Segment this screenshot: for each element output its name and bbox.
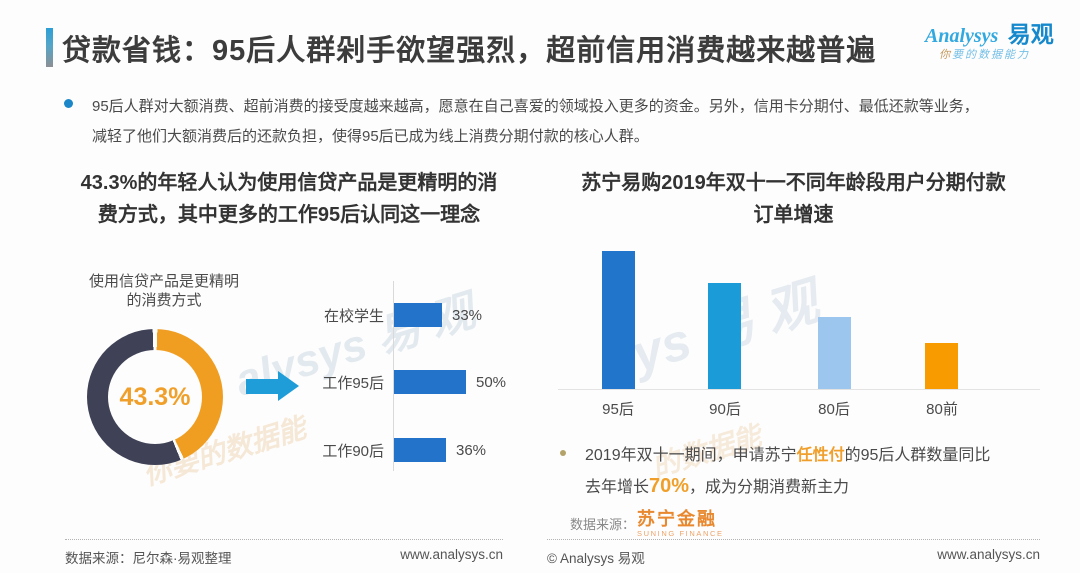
donut-chart: 43.3% (87, 329, 223, 465)
intro-line-1: 95后人群对大额消费、超前消费的接受度越来越高，愿意在自己喜爱的领域投入更多的资… (92, 98, 979, 115)
hbar-bar (394, 370, 466, 394)
left-section-title: 43.3%的年轻人认为使用信贷产品是更精明的消 费方式，其中更多的工作95后认同… (80, 172, 498, 226)
hbar-category-label: 工作90后 (322, 442, 384, 460)
logo-brand-en: Analysys (925, 25, 999, 47)
logo-tagline: 你要的数据能力 (939, 49, 1030, 62)
vertical-bar-chart: 95后 90后 80后 80前 (558, 250, 1040, 418)
vbar-category-label: 90后 (709, 401, 741, 418)
page-title: 贷款省钱：95后人群剁手欲望强烈，超前信用消费越来越普遍 (62, 35, 877, 67)
vbar-80hou (818, 317, 851, 389)
hbar-category-label: 在校学生 (323, 307, 384, 325)
hbar-value-label: 33% (452, 306, 483, 324)
right-section-title: 苏宁易购2019年双十一不同年龄段用户分期付款 订单增速 (581, 172, 1006, 226)
source-label: 数据来源： (570, 517, 636, 532)
hbar-bar (394, 303, 442, 327)
title-accent-bar (46, 28, 53, 67)
hbar-category-label: 工作95后 (322, 374, 384, 392)
vbar-90hou (708, 283, 741, 389)
note-paragraph: 2019年双十一期间，申请苏宁任性付的95后人群数量同比 去年增长70%，成为分… (585, 447, 991, 497)
analysys-logo-wordmark: Analysys 易观 (925, 21, 1075, 47)
footer-copyright: © Analysys 易观 (547, 551, 645, 566)
footer-right: © Analysys 易观 www.analysys.cn (547, 539, 1040, 567)
donut-chart-label: 使用信贷产品是更精明 的消费方式 (88, 273, 239, 309)
note-highlight-renxingfu: 任性付 (796, 447, 845, 464)
footer-data-source: 数据来源：尼尔森·易观整理 (65, 551, 232, 566)
hbar-value-label: 50% (476, 373, 507, 391)
footer-url-right: www.analysys.cn (937, 547, 1040, 562)
hbar-row-students: 在校学生 33% (306, 303, 482, 327)
vbar-plot-area (558, 250, 1040, 390)
vbar-95hou (602, 251, 635, 389)
footer-url-left: www.analysys.cn (400, 547, 503, 562)
suning-finance-logo: 苏宁金融 SUNING FINANCE (637, 509, 724, 538)
hbar-bar (394, 438, 446, 462)
analysys-logo: Analysys 易观 你要的数据能力 (925, 21, 1075, 62)
note-highlight-70pct: 70% (649, 475, 690, 497)
bullet-dot-icon (64, 99, 73, 108)
vbar-category-label: 80前 (926, 401, 958, 418)
hbar-value-label: 36% (456, 441, 487, 459)
suning-source: 数据来源： 苏宁金融 SUNING FINANCE (570, 509, 724, 538)
vbar-category-label: 80后 (818, 401, 850, 418)
donut-percentage-label: 43.3% (119, 382, 191, 411)
vbar-category-label: 95后 (602, 401, 634, 418)
donut-hole: 43.3% (108, 350, 202, 444)
logo-brand-cn: 易观 (1007, 21, 1054, 47)
right-arrow-icon-head (278, 371, 299, 401)
right-arrow-icon (246, 379, 278, 394)
footer-left: 数据来源：尼尔森·易观整理 www.analysys.cn (65, 539, 503, 567)
intro-paragraph: 95后人群对大额消费、超前消费的接受度越来越高，愿意在自己喜爱的领域投入更多的资… (92, 92, 1044, 152)
vbar-80qian (925, 343, 958, 389)
hbar-row-working-90: 工作90后 36% (306, 438, 486, 462)
note-bullet-dot-icon (560, 450, 566, 456)
hbar-row-working-95: 工作95后 50% (306, 370, 506, 394)
intro-line-2: 减轻了他们大额消费后的还款负担，使得95后已成为线上消费分期付款的核心人群。 (92, 128, 649, 145)
hbar-axis-line (393, 281, 394, 471)
